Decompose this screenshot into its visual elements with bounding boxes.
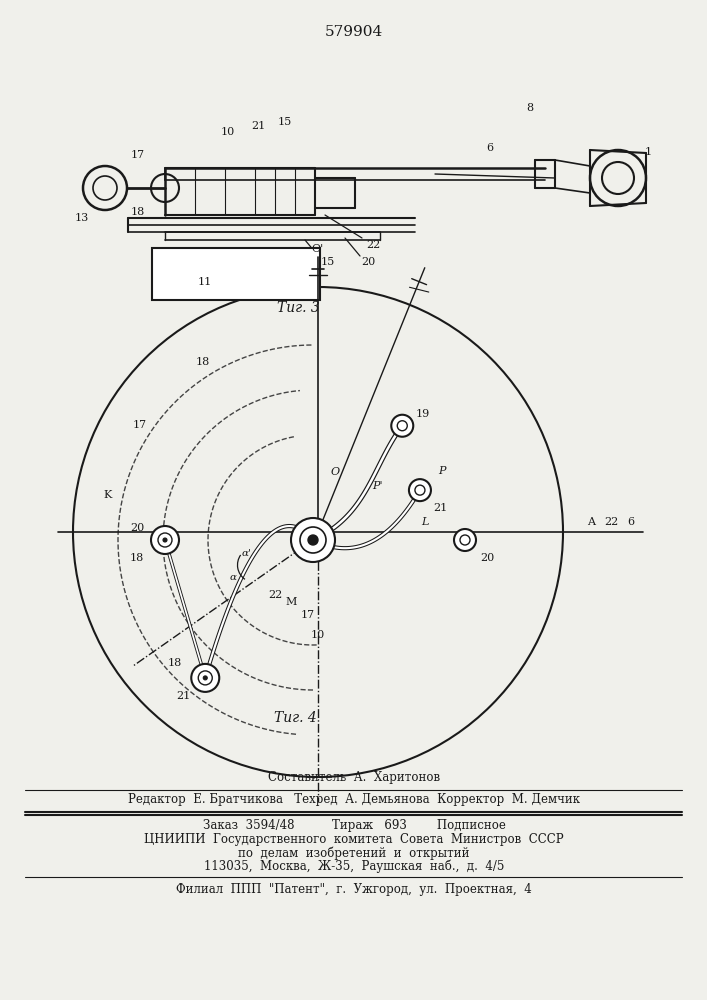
Text: 579904: 579904 <box>325 25 383 39</box>
Text: 19: 19 <box>415 409 429 419</box>
Text: 17: 17 <box>131 150 145 160</box>
Text: ЦНИИПИ  Государственного  комитета  Совета  Министров  СССР: ЦНИИПИ Государственного комитета Совета … <box>144 834 563 846</box>
Text: Τиг. 3: Τиг. 3 <box>276 301 320 315</box>
Text: 18: 18 <box>131 207 145 217</box>
Text: 20: 20 <box>130 523 144 533</box>
Text: α': α' <box>242 548 252 558</box>
Text: P': P' <box>372 481 382 491</box>
Circle shape <box>391 415 414 437</box>
Text: 11: 11 <box>198 277 212 287</box>
Bar <box>152 248 320 300</box>
Text: L: L <box>421 517 428 527</box>
Text: 10: 10 <box>221 127 235 137</box>
Text: 1: 1 <box>645 147 652 157</box>
Text: K: K <box>104 490 112 500</box>
Circle shape <box>308 535 318 545</box>
Text: 21: 21 <box>251 121 265 131</box>
Circle shape <box>163 538 167 542</box>
Text: 18: 18 <box>130 553 144 563</box>
Text: Редактор  Е. Братчикова   Техред  А. Демьянова  Корректор  М. Демчик: Редактор Е. Братчикова Техред А. Демьяно… <box>128 794 580 806</box>
Text: 18: 18 <box>196 357 210 367</box>
Circle shape <box>192 664 219 692</box>
Circle shape <box>454 529 476 551</box>
Circle shape <box>151 526 179 554</box>
Text: Заказ  3594/48          Тираж   693        Подписное: Заказ 3594/48 Тираж 693 Подписное <box>203 820 506 832</box>
Text: Составитель  А.  Харитонов: Составитель А. Харитонов <box>268 772 440 784</box>
Text: 17: 17 <box>301 610 315 620</box>
Text: 21: 21 <box>176 691 190 701</box>
Text: P: P <box>438 466 446 476</box>
Text: по  делам  изобретений  и  открытий: по делам изобретений и открытий <box>238 846 469 860</box>
Text: 8: 8 <box>527 103 534 113</box>
Text: 22: 22 <box>268 590 282 600</box>
Text: 6: 6 <box>486 143 493 153</box>
Text: α: α <box>230 572 237 582</box>
Text: Филиал  ППП  "Патент",  г.  Ужгород,  ул.  Проектная,  4: Филиал ППП "Патент", г. Ужгород, ул. Про… <box>176 882 532 896</box>
Text: A: A <box>587 517 595 527</box>
Text: O: O <box>330 467 339 477</box>
Text: 20: 20 <box>361 257 375 267</box>
Text: 15: 15 <box>278 117 292 127</box>
Text: 17: 17 <box>133 420 147 430</box>
Text: M: M <box>286 597 297 607</box>
Circle shape <box>409 479 431 501</box>
Text: 6: 6 <box>627 517 635 527</box>
Text: 18: 18 <box>168 658 182 668</box>
Text: 15: 15 <box>321 257 335 267</box>
Text: 10: 10 <box>311 630 325 640</box>
Circle shape <box>203 676 207 680</box>
Text: 21: 21 <box>433 503 447 513</box>
Text: 22: 22 <box>366 240 380 250</box>
Text: 20: 20 <box>480 553 494 563</box>
Text: 13: 13 <box>75 213 89 223</box>
Text: Τиг. 4: Τиг. 4 <box>274 711 316 725</box>
Text: O': O' <box>312 244 324 254</box>
Text: 113035,  Москва,  Ж-35,  Раушская  наб.,  д.  4/5: 113035, Москва, Ж-35, Раушская наб., д. … <box>204 859 504 873</box>
Circle shape <box>291 518 335 562</box>
Text: 22: 22 <box>604 517 618 527</box>
